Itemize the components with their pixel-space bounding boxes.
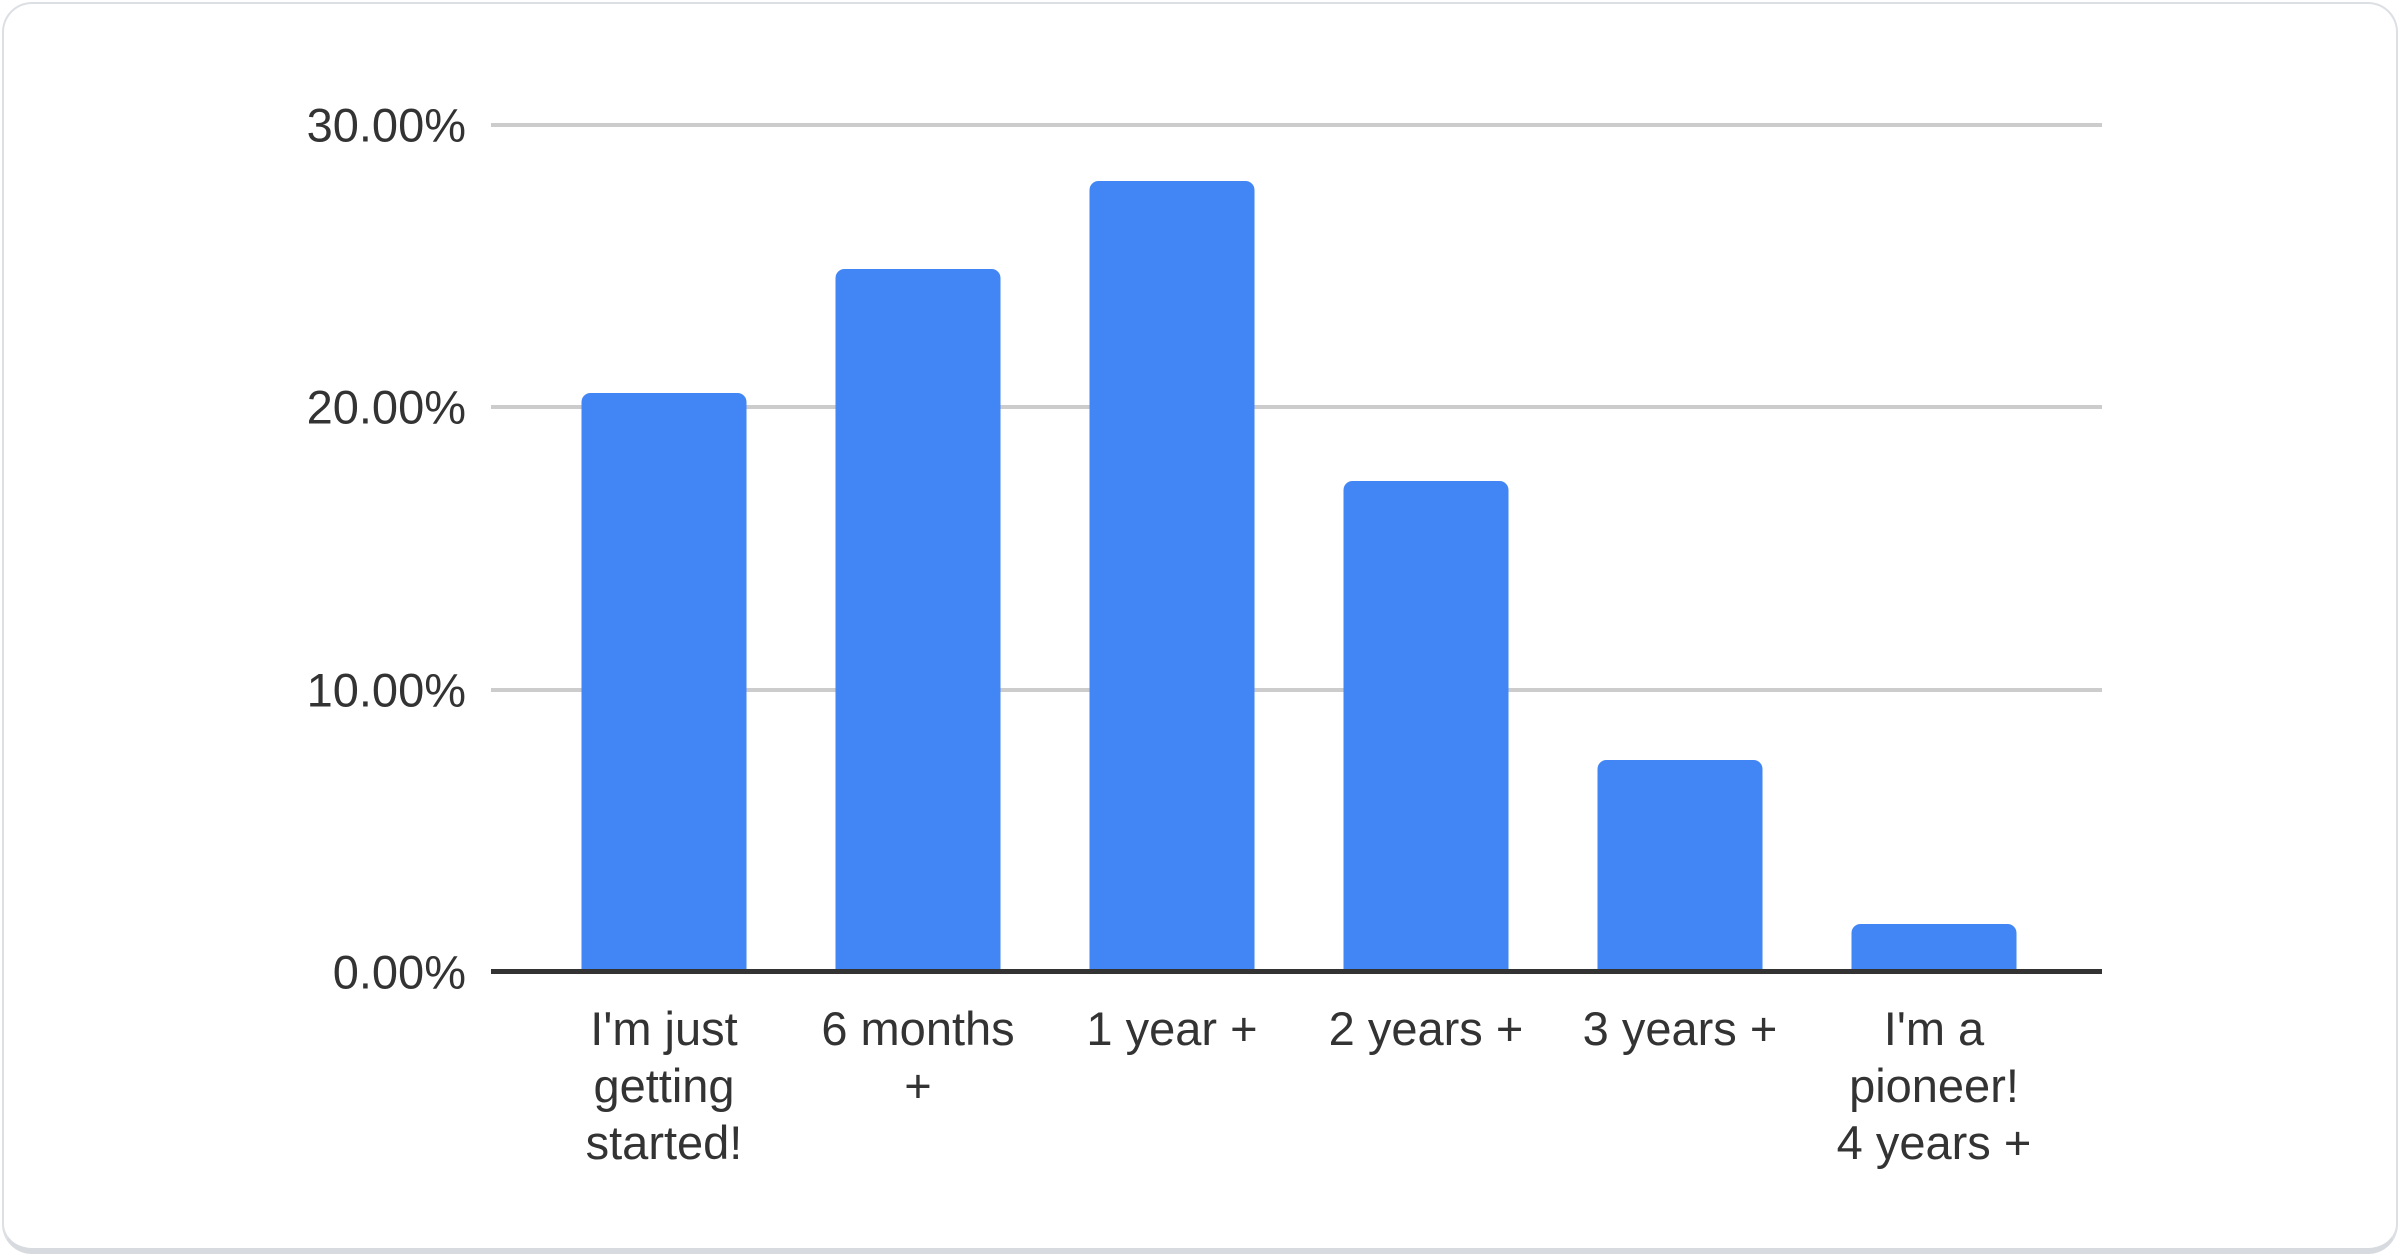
bar (1089, 181, 1255, 972)
category-band: 1 year + (1045, 125, 1299, 1055)
y-axis-tick-label: 0.00% (332, 945, 466, 999)
y-axis-tick-label: 10.00% (306, 663, 466, 717)
bar (835, 269, 1001, 972)
y-axis-tick-label: 20.00% (306, 380, 466, 434)
category-band: 2 years + (1299, 125, 1553, 1055)
x-axis-label: 6 months + (821, 1002, 1015, 1112)
bars-area: I'm just getting started! 6 months + 1 yea… (537, 125, 2061, 1169)
gridline (491, 405, 2102, 410)
category-band: 3 years + (1553, 125, 1807, 1055)
x-axis-label: 3 years + (1582, 1002, 1778, 1055)
x-axis-label: 2 years + (1328, 1002, 1524, 1055)
bar (1597, 760, 1763, 972)
y-axis-tick-label: 30.00% (306, 98, 466, 152)
bar (1343, 480, 1509, 972)
x-axis-label: 1 year + (1086, 1002, 1258, 1055)
gridline (491, 687, 2102, 692)
bar (1851, 924, 2017, 972)
category-band: 6 months + (791, 125, 1045, 1112)
plot-area: I'm just getting started! 6 months + 1 yea… (307, 102, 2102, 1169)
category-band: I'm a pioneer! 4 years + (1807, 125, 2061, 1169)
x-axis-label: I'm just getting started! (585, 1002, 743, 1169)
gridline (491, 123, 2102, 127)
category-band: I'm just getting started! (537, 125, 791, 1169)
x-axis-label: I'm a pioneer! 4 years + (1836, 1002, 2032, 1169)
x-axis-line (491, 969, 2102, 974)
bar (581, 393, 747, 972)
